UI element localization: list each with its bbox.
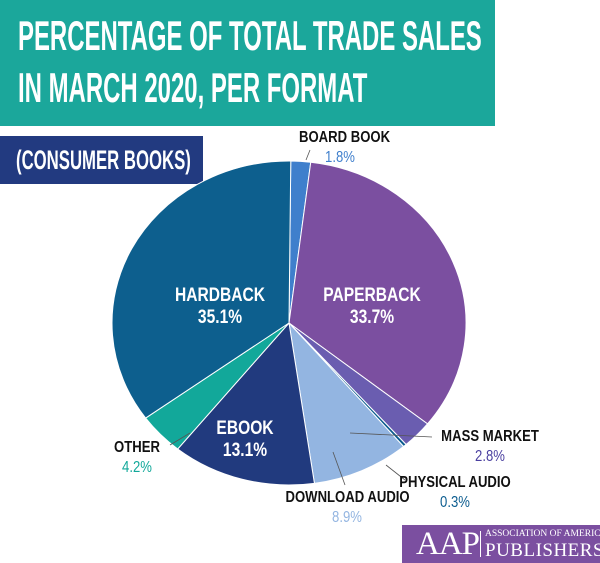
label-mass-market: MASS MARKET 2.8% bbox=[437, 427, 544, 467]
logo-abbr: AAP bbox=[416, 526, 480, 562]
slice-label: BOARD BOOK bbox=[299, 129, 391, 146]
leader-line bbox=[305, 149, 311, 161]
slice-label: HARDBACK bbox=[174, 285, 266, 306]
label-hardback: HARDBACK 35.1% bbox=[171, 285, 269, 329]
slice-label: PHYSICAL AUDIO bbox=[399, 474, 511, 491]
slice-label: PAPERBACK bbox=[323, 285, 421, 306]
slice-value: 35.1% bbox=[197, 307, 243, 328]
slice-value: 4.2% bbox=[122, 459, 152, 476]
slice-label: EBOOK bbox=[216, 418, 274, 439]
slice-value: 2.8% bbox=[475, 448, 505, 465]
slice-label: DOWNLOAD AUDIO bbox=[285, 489, 410, 506]
subtitle-bar: (CONSUMER BOOKS) bbox=[0, 136, 203, 184]
pie-slice-download-audio bbox=[288, 321, 405, 484]
label-physical-audio: PHYSICAL AUDIO 0.3% bbox=[398, 473, 513, 513]
logo-line1: ASSOCIATION OF AMERICAN bbox=[485, 529, 600, 539]
slice-label: OTHER bbox=[114, 439, 160, 456]
chart-title: PERCENTAGE OF TOTAL TRADE SALES IN MARCH… bbox=[18, 12, 482, 111]
logo-divider bbox=[480, 531, 481, 557]
label-paperback: PAPERBACK 33.7% bbox=[323, 285, 421, 329]
slice-value: 1.8% bbox=[325, 149, 355, 166]
label-download-audio: DOWNLOAD AUDIO 8.9% bbox=[285, 488, 410, 528]
slice-value: 13.1% bbox=[222, 440, 268, 461]
leader-line bbox=[332, 451, 346, 486]
slice-value: 33.7% bbox=[349, 307, 395, 328]
leader-line bbox=[169, 432, 191, 446]
label-board-book: BOARD BOOK 1.8% bbox=[299, 128, 391, 168]
label-other: OTHER 4.2% bbox=[111, 438, 163, 478]
title-bar: PERCENTAGE OF TOTAL TRADE SALES IN MARCH… bbox=[0, 0, 495, 126]
slice-label: MASS MARKET bbox=[441, 428, 539, 445]
slice-value: 0.3% bbox=[440, 494, 470, 511]
aap-logo: AAP ASSOCIATION OF AMERICAN PUBLISHERS bbox=[402, 525, 600, 563]
slice-value: 8.9% bbox=[332, 509, 362, 526]
chart-subtitle: (CONSUMER BOOKS) bbox=[16, 145, 191, 175]
leader-line bbox=[385, 464, 406, 481]
pie-slice-hardback bbox=[111, 160, 292, 419]
pie-slice-ebook bbox=[176, 321, 315, 486]
pie-slice-paperback bbox=[288, 161, 467, 425]
leader-line bbox=[349, 432, 433, 438]
label-ebook: EBOOK 13.1% bbox=[208, 418, 282, 462]
logo-line2: PUBLISHERS bbox=[485, 540, 600, 561]
